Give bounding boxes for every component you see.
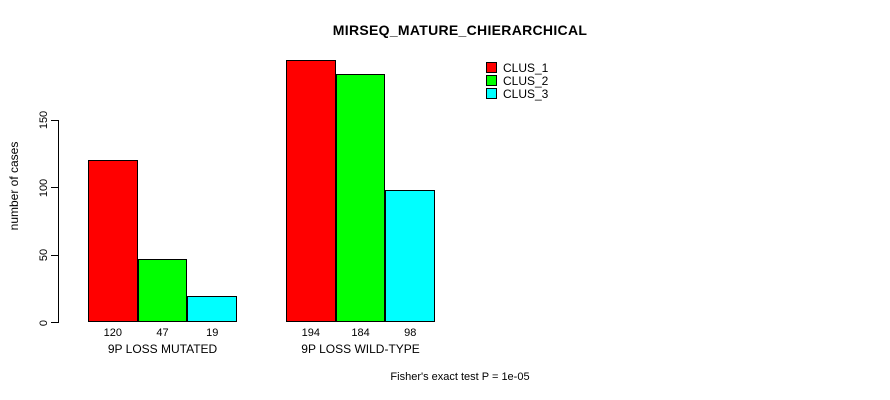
y-axis-tick-label-text: 100	[38, 178, 50, 197]
y-axis-tick-label-text: 50	[38, 248, 50, 262]
y-axis-tick	[51, 187, 58, 188]
y-axis-tick	[51, 322, 58, 323]
bar-clus-1-group1	[88, 160, 138, 322]
y-axis-tick-label-text: 150	[38, 110, 50, 130]
x-axis-group-label: 9P LOSS WILD-TYPE	[301, 342, 420, 356]
legend-item-clus-1: CLUS_1	[486, 60, 549, 75]
legend-item-clus-3: CLUS_3	[486, 86, 549, 101]
legend-item-clus-2: CLUS_2	[486, 73, 549, 88]
legend: CLUS_1 CLUS_2 CLUS_3	[486, 60, 549, 101]
legend-label-clus-1: CLUS_1	[503, 60, 549, 75]
y-axis-line	[58, 119, 59, 323]
y-axis-tick	[51, 119, 58, 121]
bar-value-label: 194	[301, 327, 321, 339]
y-axis-tick	[51, 254, 58, 256]
bar-clus-3-group1	[187, 296, 238, 322]
y-axis-title-text: number of cases	[7, 141, 21, 231]
bar-clus-2-group1	[137, 258, 188, 322]
bar-value-label: 19	[206, 327, 219, 339]
bar-clus-2-group2	[335, 73, 386, 322]
x-axis-group-label: 9P LOSS MUTATED	[107, 342, 218, 356]
bar-value-label: 98	[404, 327, 417, 339]
bar-value-label: 47	[156, 327, 169, 339]
y-axis-tick-label-text: 0	[38, 319, 50, 326]
chart-title: MIRSEQ_MATURE_CHIERARCHICAL	[332, 22, 588, 38]
legend-label-clus-2: CLUS_2	[503, 73, 549, 88]
bar-value-label: 120	[103, 327, 123, 339]
legend-swatch-clus-2	[486, 75, 497, 86]
legend-swatch-clus-3	[486, 88, 497, 99]
bar-clus-3-group2	[385, 189, 436, 322]
bar-clus-1-group2	[286, 60, 336, 322]
legend-label-clus-3: CLUS_3	[503, 86, 549, 101]
legend-swatch-clus-1	[486, 62, 497, 73]
bar-value-label: 184	[351, 327, 370, 339]
stat-test-annotation: Fisher's exact test P = 1e-05	[390, 371, 530, 383]
